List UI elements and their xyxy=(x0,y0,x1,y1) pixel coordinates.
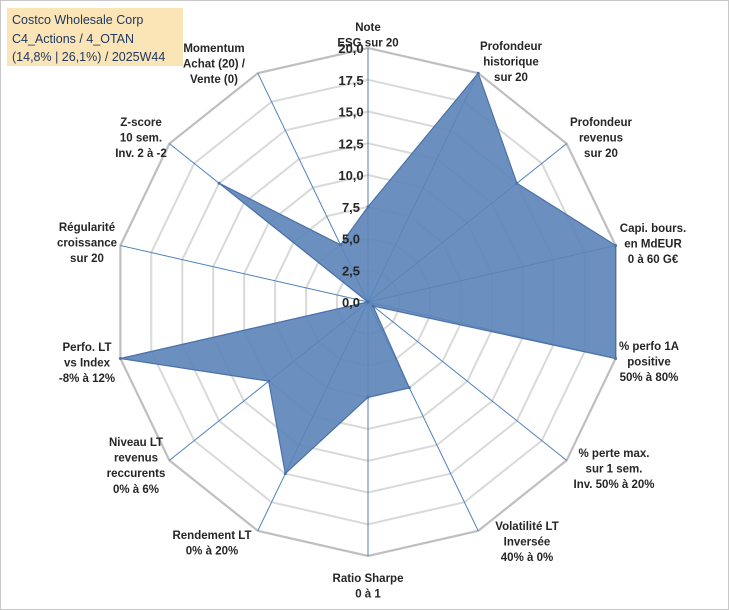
category-label-13-line-1: Achat (20) / xyxy=(183,59,246,71)
category-label-6: Volatilité LT Inversée 40% à 0% xyxy=(495,521,558,564)
category-label-5-line-1: sur 1 sem. xyxy=(586,464,643,476)
category-label-7-line-1: 0 à 1 xyxy=(355,589,381,601)
category-label-1-line-1: historique xyxy=(483,57,539,69)
category-label-9-line-3: 0% à 6% xyxy=(113,484,159,496)
title-line-2: C4_Actions / 4_OTAN xyxy=(12,31,135,46)
data-point-8 xyxy=(283,472,287,476)
data-point-7 xyxy=(366,395,370,399)
category-label-6-line-1: Inversée xyxy=(504,537,551,549)
category-label-7: Ratio Sharpe 0 à 1 xyxy=(333,573,404,601)
spoke-5 xyxy=(367,301,567,461)
tick-label-6: 15,0 xyxy=(338,105,363,120)
category-label-0-line-0: Note xyxy=(355,22,381,34)
category-label-0-line-1: ESG sur 20 xyxy=(337,38,398,50)
category-label-10-line-1: vs Index xyxy=(64,358,111,370)
category-label-9-line-2: reccurents xyxy=(107,468,166,480)
category-label-2: Profondeur revenus sur 20 xyxy=(570,117,632,160)
category-label-0: Note ESG sur 20 xyxy=(337,22,398,50)
data-point-12 xyxy=(217,181,221,185)
data-point-6 xyxy=(407,386,411,390)
data-point-5 xyxy=(371,304,375,308)
category-label-2-line-0: Profondeur xyxy=(570,117,632,129)
category-label-10: Perfo. LT vs Index -8% à 12% xyxy=(59,342,115,385)
data-point-2 xyxy=(515,181,519,185)
category-label-9-line-0: Niveau LT xyxy=(109,437,163,449)
data-point-11 xyxy=(366,300,370,304)
category-label-7-line-0: Ratio Sharpe xyxy=(333,573,404,585)
category-label-12-line-2: Inv. 2 à -2 xyxy=(115,148,167,160)
category-label-11-line-1: croissance xyxy=(57,238,117,250)
category-label-11-line-2: sur 20 xyxy=(70,253,104,265)
chart-title-box: Costco Wholesale Corp C4_Actions / 4_OTA… xyxy=(7,8,183,66)
category-label-3-line-2: 0 à 60 G€ xyxy=(628,254,679,266)
category-label-4-line-0: % perfo 1A xyxy=(619,341,679,353)
data-point-0 xyxy=(366,205,370,209)
category-label-3: Capi. bours. en MdEUR 0 à 60 G€ xyxy=(620,223,686,266)
category-label-1-line-2: sur 20 xyxy=(494,72,528,84)
data-point-10 xyxy=(118,357,122,360)
data-point-4 xyxy=(614,357,618,360)
category-label-4-line-2: 50% à 80% xyxy=(620,372,679,384)
data-point-1 xyxy=(476,71,480,75)
category-label-8-line-1: 0% à 20% xyxy=(186,546,238,558)
category-label-12-line-1: 10 sem. xyxy=(120,133,162,145)
category-label-10-line-0: Perfo. LT xyxy=(63,342,112,354)
category-label-8-line-0: Rendement LT xyxy=(172,530,251,542)
category-label-5-line-2: Inv. 50% à 20% xyxy=(574,479,655,491)
data-point-9 xyxy=(267,379,271,383)
title-line-1: Costco Wholesale Corp xyxy=(12,13,144,27)
category-labels: Note ESG sur 20 Profondeur historique sur 20… xyxy=(57,22,686,601)
category-label-4: % perfo 1A positive 50% à 80% xyxy=(619,341,679,384)
category-label-1: Profondeur historique sur 20 xyxy=(480,41,542,84)
radial-tick-labels: 0,0 2,5 5,0 7,5 10,0 12,5 15,0 17,5 20,0 xyxy=(338,41,363,310)
category-label-9-line-1: revenus xyxy=(114,453,158,465)
tick-label-8: 20,0 xyxy=(338,41,363,56)
tick-label-5: 12,5 xyxy=(338,136,363,151)
tick-label-0: 0,0 xyxy=(342,295,360,310)
category-label-11: Régularité croissance sur 20 xyxy=(57,222,117,265)
category-label-2-line-1: revenus xyxy=(579,133,623,145)
tick-label-2: 5,0 xyxy=(342,232,360,247)
category-label-6-line-2: 40% à 0% xyxy=(501,552,553,564)
category-label-12: Z-score 10 sem. Inv. 2 à -2 xyxy=(115,117,167,160)
category-label-3-line-1: en MdEUR xyxy=(624,239,682,251)
spoke-11 xyxy=(120,245,369,303)
category-label-9: Niveau LT revenus reccurents 0% à 6% xyxy=(107,437,166,496)
category-label-2-line-2: sur 20 xyxy=(584,148,618,160)
category-label-1-line-0: Profondeur xyxy=(480,41,542,53)
tick-label-3: 7,5 xyxy=(342,200,360,215)
category-label-13-line-2: Vente (0) xyxy=(190,74,238,86)
category-label-5-line-0: % perte max. xyxy=(579,448,650,460)
category-label-6-line-0: Volatilité LT xyxy=(495,521,558,533)
data-point-13 xyxy=(338,243,342,247)
category-label-4-line-1: positive xyxy=(627,357,670,369)
tick-label-7: 17,5 xyxy=(338,73,363,88)
category-label-11-line-0: Régularité xyxy=(59,222,115,234)
tick-label-1: 2,5 xyxy=(342,263,360,278)
category-label-10-line-2: -8% à 12% xyxy=(59,373,115,385)
category-label-3-line-0: Capi. bours. xyxy=(620,223,686,235)
data-point-3 xyxy=(614,244,618,247)
category-label-8: Rendement LT 0% à 20% xyxy=(172,530,251,558)
category-label-5: % perte max. sur 1 sem. Inv. 50% à 20% xyxy=(574,448,655,491)
category-label-12-line-0: Z-score xyxy=(120,117,162,129)
category-label-13: Momentum Achat (20) / Vente (0) xyxy=(183,43,246,86)
category-label-13-line-0: Momentum xyxy=(183,43,244,55)
tick-label-4: 10,0 xyxy=(338,168,363,183)
radar-series xyxy=(118,71,618,476)
title-line-3: (14,8% | 26,1%) / 2025W44 xyxy=(12,50,166,64)
